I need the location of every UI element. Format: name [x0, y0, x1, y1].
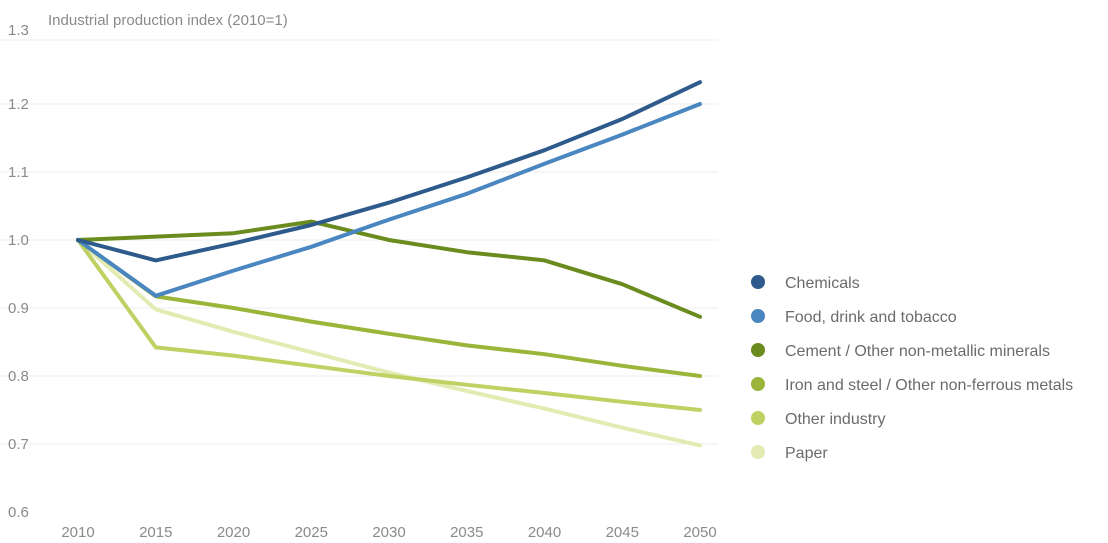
- y-tick-label: 1.3: [8, 22, 29, 39]
- x-tick-label: 2040: [528, 524, 561, 541]
- series-line-other-industry: [76, 238, 702, 412]
- series-line-paper: [76, 238, 702, 448]
- y-tick-label: 1.1: [8, 164, 29, 181]
- x-tick-label: 2025: [295, 524, 328, 541]
- x-tick-label: 2030: [372, 524, 405, 541]
- legend-swatch: [751, 275, 765, 289]
- legend: Chemicals Food, drink and tobacco Cement /…: [751, 275, 1073, 462]
- legend-label: Other industry: [785, 411, 885, 428]
- x-tick-label: 2015: [139, 524, 172, 541]
- y-tick-label: 0.7: [8, 436, 29, 453]
- legend-label: Iron and steel / Other non-ferrous metal…: [785, 377, 1073, 394]
- x-tick-label: 2035: [450, 524, 483, 541]
- legend-label: Food, drink and tobacco: [785, 309, 957, 326]
- series-line-chemicals: [76, 80, 702, 263]
- y-axis-ticks: 1.3 1.2 1.1 1.0 0.9 0.8 0.7 0.6: [8, 22, 29, 521]
- legend-label: Cement / Other non-metallic minerals: [785, 343, 1050, 360]
- legend-swatch: [751, 411, 765, 425]
- x-tick-label: 2050: [683, 524, 716, 541]
- series-line-cement-other-non-metallic-minerals: [76, 219, 702, 319]
- x-axis-ticks: 2010 2015 2020 2025 2030 2035 2040 2045 2050: [61, 524, 716, 541]
- legend-swatch: [751, 309, 765, 323]
- legend-swatch: [751, 445, 765, 459]
- series-line-iron-and-steel-other-non-ferrous-metals: [76, 238, 702, 378]
- series-line-food-drink-and-tobacco: [76, 102, 702, 298]
- x-tick-label: 2010: [61, 524, 94, 541]
- y-tick-label: 0.8: [8, 368, 29, 385]
- legend-label: Chemicals: [785, 275, 860, 292]
- y-tick-label: 1.0: [8, 232, 29, 249]
- y-axis-label: Industrial production index (2010=1): [48, 12, 288, 29]
- y-tick-label: 1.2: [8, 96, 29, 113]
- legend-label: Paper: [785, 445, 828, 462]
- x-tick-label: 2020: [217, 524, 250, 541]
- gridlines: [0, 39, 718, 445]
- legend-swatch: [751, 343, 765, 357]
- legend-swatch: [751, 377, 765, 391]
- x-tick-label: 2045: [606, 524, 639, 541]
- y-tick-label: 0.6: [8, 504, 29, 521]
- y-tick-label: 0.9: [8, 300, 29, 317]
- series-lines: [76, 80, 702, 448]
